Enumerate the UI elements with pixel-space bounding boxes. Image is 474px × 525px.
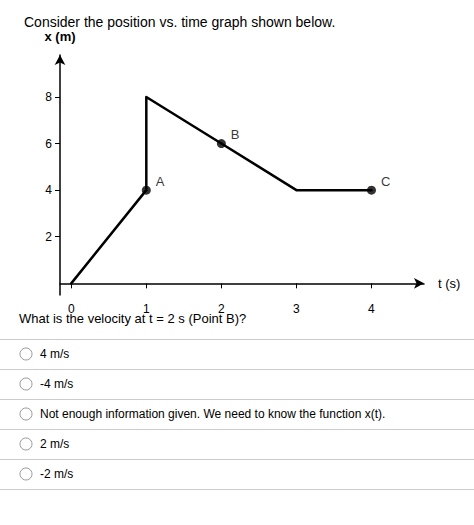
svg-text:-2 m/s: -2 m/s — [40, 467, 73, 481]
svg-text:C: C — [381, 174, 390, 189]
svg-text:6: 6 — [45, 137, 52, 151]
svg-text:4: 4 — [45, 183, 52, 197]
svg-text:4: 4 — [368, 302, 375, 316]
svg-text:4 m/s: 4 m/s — [40, 347, 69, 361]
svg-text:Not enough information given.: Not enough information given. We need to… — [40, 407, 385, 421]
svg-text:0: 0 — [68, 302, 75, 316]
svg-text:A: A — [156, 174, 165, 189]
svg-text:1: 1 — [143, 302, 150, 316]
svg-text:Consider the position vs. time: Consider the position vs. time graph sho… — [24, 14, 335, 30]
svg-text:2: 2 — [45, 230, 52, 244]
svg-text:B: B — [231, 127, 240, 142]
svg-text:x (m): x (m) — [44, 29, 75, 44]
svg-text:2 m/s: 2 m/s — [40, 437, 69, 451]
svg-text:8: 8 — [45, 90, 52, 104]
svg-text:2: 2 — [218, 302, 225, 316]
svg-text:3: 3 — [293, 302, 300, 316]
svg-text:t (s): t (s) — [438, 276, 460, 291]
svg-text:-4 m/s: -4 m/s — [40, 377, 73, 391]
svg-text:What is the velocity at t = 2: What is the velocity at t = 2 s (Point B… — [19, 311, 246, 326]
